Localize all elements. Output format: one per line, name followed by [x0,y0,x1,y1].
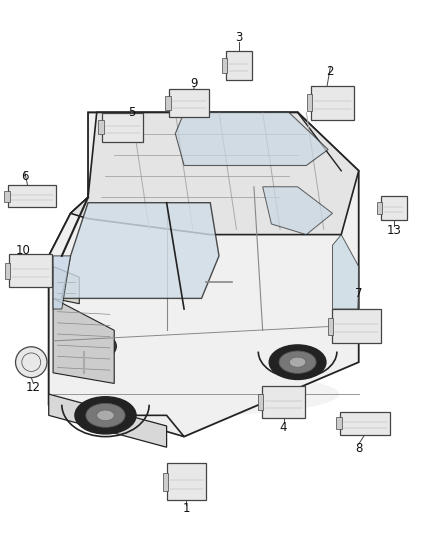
Polygon shape [71,112,359,235]
FancyBboxPatch shape [169,89,209,117]
FancyBboxPatch shape [167,464,206,500]
FancyBboxPatch shape [311,86,354,120]
Ellipse shape [289,357,306,367]
Polygon shape [49,112,359,437]
Ellipse shape [15,347,47,377]
Polygon shape [49,197,88,405]
Text: 13: 13 [386,224,401,237]
Text: 4: 4 [280,421,287,433]
Text: 1: 1 [183,503,190,515]
Polygon shape [175,112,328,165]
Ellipse shape [269,345,326,379]
Ellipse shape [55,373,339,415]
FancyBboxPatch shape [5,263,10,279]
FancyBboxPatch shape [163,473,168,491]
FancyBboxPatch shape [4,191,10,202]
FancyBboxPatch shape [226,51,251,80]
Ellipse shape [97,410,114,421]
FancyBboxPatch shape [332,309,381,343]
Polygon shape [332,235,359,309]
FancyBboxPatch shape [381,196,406,220]
FancyBboxPatch shape [99,120,104,134]
Ellipse shape [77,333,117,360]
Text: 12: 12 [26,381,41,394]
FancyBboxPatch shape [377,202,382,214]
Polygon shape [49,394,166,447]
FancyBboxPatch shape [165,96,170,110]
Polygon shape [49,405,184,437]
FancyBboxPatch shape [340,411,390,435]
FancyBboxPatch shape [102,113,144,142]
Text: 7: 7 [355,287,363,300]
FancyBboxPatch shape [9,254,52,287]
FancyBboxPatch shape [328,318,333,335]
Ellipse shape [86,403,125,427]
FancyBboxPatch shape [258,394,263,410]
FancyBboxPatch shape [222,59,227,72]
Text: 10: 10 [16,244,31,257]
Polygon shape [53,256,71,309]
Polygon shape [53,266,79,304]
Text: 6: 6 [21,169,28,183]
FancyBboxPatch shape [262,386,305,418]
Text: 2: 2 [327,65,334,78]
FancyBboxPatch shape [307,94,312,111]
Polygon shape [53,298,114,383]
Text: 9: 9 [191,77,198,90]
Text: 3: 3 [235,31,242,44]
Polygon shape [62,203,219,298]
Ellipse shape [279,351,316,373]
Text: 8: 8 [355,442,362,455]
Text: 5: 5 [128,106,135,119]
FancyBboxPatch shape [336,417,342,429]
Polygon shape [263,187,332,235]
FancyBboxPatch shape [8,185,56,207]
Ellipse shape [75,397,136,434]
